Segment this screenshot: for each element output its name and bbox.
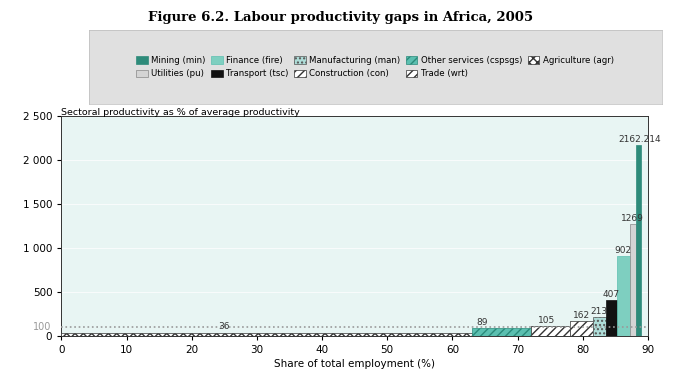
Bar [636, 145, 641, 336]
Text: 902: 902 [614, 246, 632, 255]
Bar [569, 322, 593, 336]
Text: 89: 89 [476, 317, 488, 326]
Text: 105: 105 [538, 316, 556, 325]
Text: 407: 407 [602, 289, 619, 298]
Text: 213: 213 [591, 307, 608, 316]
Bar [617, 256, 629, 336]
Bar [531, 326, 569, 336]
Bar [472, 328, 531, 336]
Legend: Mining (min), Utilities (pu), Finance (fire), Transport (tsc), Manufacturing (ma: Mining (min), Utilities (pu), Finance (f… [131, 51, 619, 84]
Bar [593, 317, 606, 336]
Text: 1269: 1269 [621, 214, 644, 223]
Text: Sectoral productivity as % of average productivity: Sectoral productivity as % of average pr… [61, 108, 300, 117]
Text: Figure 6.2. Labour productivity gaps in Africa, 2005: Figure 6.2. Labour productivity gaps in … [149, 11, 533, 24]
Text: 162: 162 [573, 311, 590, 320]
Text: 36: 36 [218, 322, 230, 331]
Bar [629, 224, 636, 336]
Bar [606, 300, 617, 336]
Text: 100: 100 [33, 322, 52, 332]
Bar [61, 333, 472, 336]
Text: 2162.214: 2162.214 [619, 135, 662, 144]
X-axis label: Share of total employment (%): Share of total employment (%) [274, 359, 435, 369]
